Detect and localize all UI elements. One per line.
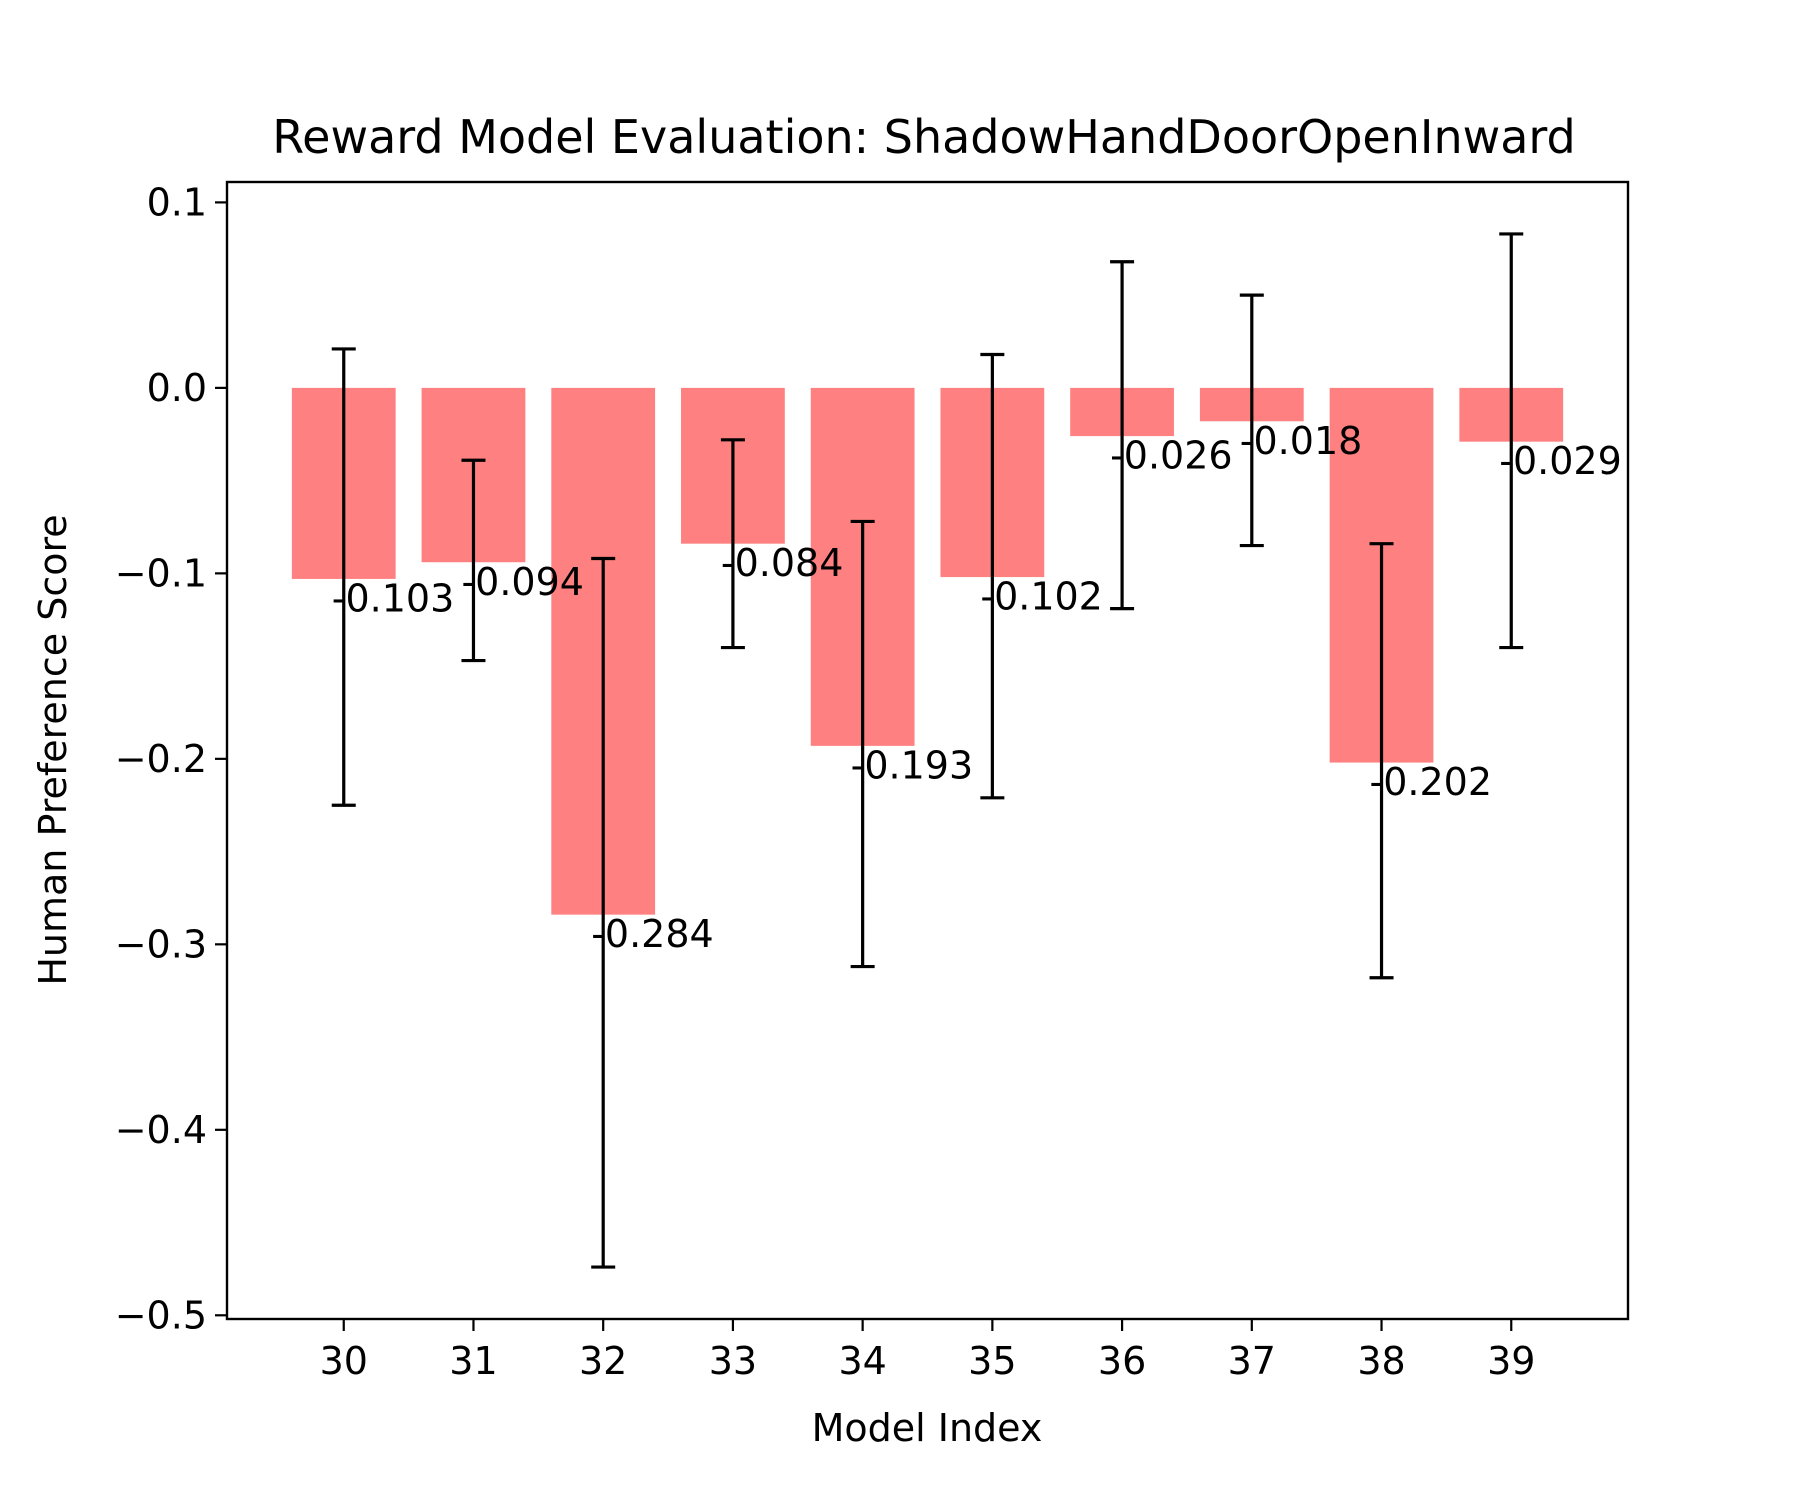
value-label-33: -0.084 [721,541,844,585]
x-tick-label-33: 33 [709,1339,757,1383]
value-label-37: -0.018 [1240,419,1363,463]
bars-group [291,387,1564,915]
value-label-36: -0.026 [1110,434,1233,478]
chart-title: Reward Model Evaluation: ShadowHandDoorO… [272,110,1575,164]
error-bar-33 [720,438,745,650]
y-tick-label: 0.0 [147,366,207,410]
y-tick-label: −0.3 [115,922,207,966]
error-bar-32 [591,556,616,1269]
y-axis-label: Human Preference Score [31,514,75,985]
y-tick-label: −0.2 [115,737,207,781]
error-bars-group [331,232,1524,1269]
x-tick-label-32: 32 [579,1339,627,1383]
x-axis-ticks: 30 31 32 33 34 35 36 37 38 39 [320,1319,1535,1383]
value-label-31: -0.094 [461,560,584,604]
error-bar-31 [461,458,486,663]
x-tick-label-36: 36 [1098,1339,1146,1383]
y-axis-ticks: 0.1 0.0 −0.1 −0.2 −0.3 −0.4 −0.5 [115,180,227,1337]
value-label-38: -0.202 [1370,760,1493,804]
value-label-39: -0.029 [1499,439,1622,483]
error-bar-36 [1110,260,1135,611]
x-tick-label-35: 35 [968,1339,1016,1383]
x-tick-label-30: 30 [320,1339,368,1383]
value-label-34: -0.193 [851,743,974,787]
value-labels-group: -0.103 -0.094 -0.284 -0.084 -0.193 -0.102 -0.0… [332,419,1622,956]
error-bar-30 [331,347,356,807]
y-tick-label: −0.4 [115,1108,207,1152]
x-tick-label-38: 38 [1357,1339,1405,1383]
value-label-32: -0.284 [591,912,714,956]
error-bar-35 [980,352,1005,800]
y-tick-label: 0.1 [147,180,207,224]
x-tick-label-39: 39 [1487,1339,1535,1383]
x-tick-label-31: 31 [449,1339,497,1383]
x-axis-label: Model Index [812,1406,1043,1450]
x-tick-label-34: 34 [838,1339,886,1383]
plot-frame [225,180,1630,1321]
error-bar-34 [850,519,875,969]
error-bar-37 [1239,293,1264,548]
x-tick-label-37: 37 [1228,1339,1276,1383]
value-label-35: -0.102 [980,575,1103,619]
y-tick-label: −0.1 [115,551,207,595]
y-tick-label: −0.5 [115,1293,207,1337]
value-label-30: -0.103 [332,576,455,620]
error-bar-39 [1499,232,1524,650]
error-bar-38 [1369,542,1394,980]
